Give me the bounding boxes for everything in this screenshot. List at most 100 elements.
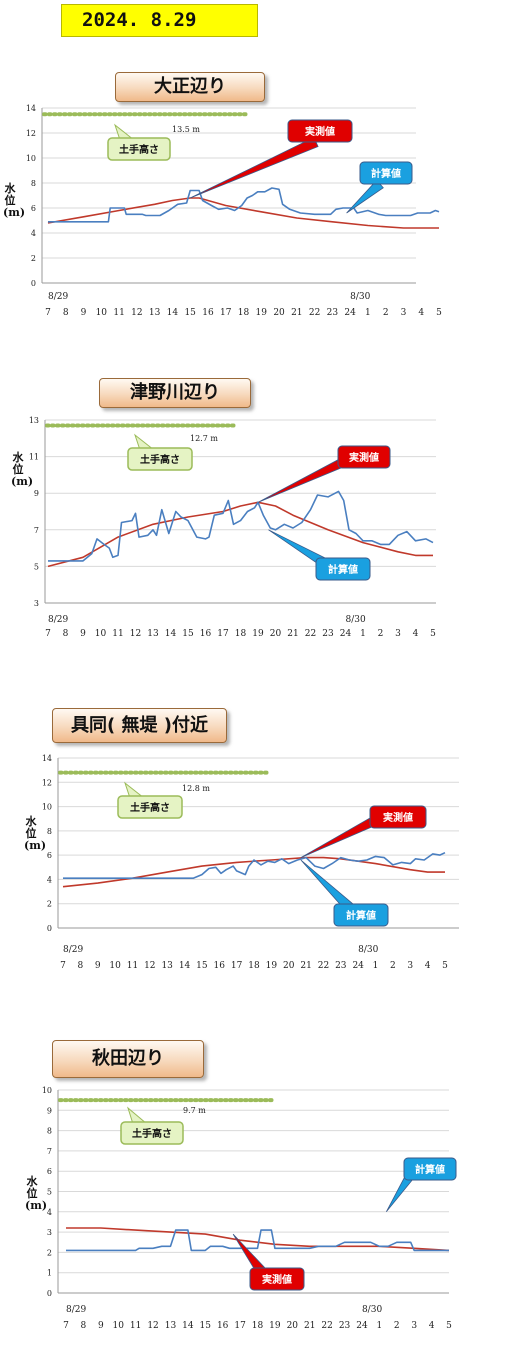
callout-box	[359, 161, 413, 185]
x-tick-label: 5	[430, 629, 436, 639]
x-tick-label: 18	[235, 629, 247, 639]
y-tick-label: 6	[47, 851, 52, 860]
x-tick-label: 11	[113, 308, 124, 318]
x-tick-label: 18	[248, 961, 260, 971]
x-tick-label: 1	[365, 308, 371, 318]
x-tick-label: 10	[109, 961, 121, 971]
y-tick-label: 0	[47, 1289, 52, 1298]
callout-box	[249, 1267, 305, 1291]
x-tick-label: 19	[252, 629, 264, 639]
x-tick-label: 24	[340, 629, 352, 639]
dike-callout-box	[117, 795, 183, 819]
x-tick-label: 5	[436, 308, 442, 318]
x-tick-label: 20	[287, 1321, 299, 1331]
y-tick-label: 4	[31, 229, 36, 238]
y-tick-label: 5	[47, 1188, 52, 1197]
x-tick-label: 20	[270, 629, 282, 639]
x-tick-label: 9	[80, 629, 86, 639]
x-tick-label: 5	[446, 1321, 452, 1331]
series-line-measured	[66, 1229, 449, 1252]
x-tick-label: 2	[390, 961, 396, 971]
x-tick-label: 18	[252, 1321, 264, 1331]
callout-box	[369, 805, 427, 829]
y-tick-label: 7	[47, 1147, 52, 1156]
x-tick-label: 17	[217, 629, 229, 639]
callout-box	[337, 445, 391, 469]
x-tick-label: 3	[395, 629, 401, 639]
y-tick-label: 11	[29, 453, 39, 462]
callout-box	[315, 557, 371, 581]
x-tick-label: 20	[273, 308, 285, 318]
date-label-1: 8/29	[48, 615, 68, 625]
x-tick-label: 4	[418, 308, 424, 318]
x-tick-label: 17	[220, 308, 232, 318]
chart-title-1: 大正辺り	[115, 72, 265, 102]
x-tick-label: 20	[283, 961, 295, 971]
y-tick-label: 14	[26, 104, 36, 113]
dike-height-value: 12.7 m	[190, 434, 218, 443]
dike-callout-label: 土手高さ	[130, 801, 170, 814]
date-label: 2024. 8.29	[61, 4, 258, 37]
x-tick-label: 15	[182, 629, 194, 639]
x-tick-label: 24	[356, 1321, 368, 1331]
series-line-measured	[48, 490, 434, 562]
x-tick-label: 15	[184, 308, 196, 318]
y-tick-label: 10	[26, 154, 36, 163]
x-tick-label: 8	[63, 629, 69, 639]
x-tick-label: 21	[287, 629, 298, 639]
x-tick-label: 15	[200, 1321, 212, 1331]
x-tick-label: 21	[300, 961, 311, 971]
chart-title-2: 津野川辺り	[99, 378, 251, 408]
callout-box	[333, 903, 389, 927]
x-tick-label: 23	[322, 629, 334, 639]
x-tick-label: 19	[269, 1321, 281, 1331]
callout-label: 計算値	[415, 1163, 445, 1176]
x-tick-label: 3	[411, 1321, 417, 1331]
callout-label: 実測値	[349, 451, 379, 464]
x-tick-label: 21	[291, 308, 302, 318]
x-tick-label: 3	[401, 308, 407, 318]
y-tick-label: 0	[31, 279, 36, 288]
callout-box	[287, 119, 353, 143]
x-tick-label: 1	[360, 629, 366, 639]
y-tick-label: 6	[31, 204, 36, 213]
series-line-calculated	[62, 856, 445, 888]
x-tick-label: 24	[344, 308, 356, 318]
x-tick-label: 11	[130, 1321, 141, 1331]
x-tick-label: 10	[95, 629, 107, 639]
x-tick-label: 9	[95, 961, 101, 971]
x-tick-label: 12	[144, 961, 155, 971]
x-tick-label: 1	[376, 1321, 382, 1331]
callout-label: 計算値	[371, 167, 401, 180]
x-tick-label: 16	[200, 629, 212, 639]
x-tick-label: 14	[182, 1321, 194, 1331]
date-label-2: 8/30	[362, 1305, 382, 1315]
x-tick-label: 8	[63, 308, 69, 318]
x-tick-label: 2	[394, 1321, 400, 1331]
x-tick-label: 19	[266, 961, 278, 971]
x-tick-label: 17	[231, 961, 243, 971]
chart-section-3: 具同( 無堤 )付近 水位(m) 0 2 4 6 8 10 12 14 8/29 8/30 7 8 9 1…	[0, 708, 511, 978]
dike-callout-box	[120, 1121, 184, 1145]
x-tick-label: 24	[352, 961, 364, 971]
callout-pointer	[190, 136, 319, 199]
x-tick-label: 11	[112, 629, 123, 639]
y-tick-label: 4	[47, 1208, 52, 1217]
x-tick-label: 11	[127, 961, 138, 971]
x-tick-label: 3	[407, 961, 413, 971]
x-tick-label: 21	[304, 1321, 315, 1331]
dike-callout-label: 土手高さ	[140, 453, 180, 466]
x-tick-label: 2	[383, 308, 389, 318]
date-label-2: 8/30	[346, 615, 366, 625]
x-tick-label: 14	[179, 961, 191, 971]
x-tick-label: 15	[196, 961, 208, 971]
x-tick-label: 13	[165, 1321, 177, 1331]
x-tick-label: 10	[96, 308, 108, 318]
dike-height-value: 9.7 m	[183, 1106, 206, 1115]
x-tick-label: 8	[81, 1321, 87, 1331]
x-tick-label: 9	[81, 308, 87, 318]
y-tick-label: 10	[42, 803, 52, 812]
callout-label: 実測値	[305, 125, 335, 138]
chart-section-4: 秋田辺り 水位(m) 0 1 2 3 4 5 6 7 8 9 10 8/29 8/30 7 8 9 10 11 12…	[0, 1040, 511, 1340]
